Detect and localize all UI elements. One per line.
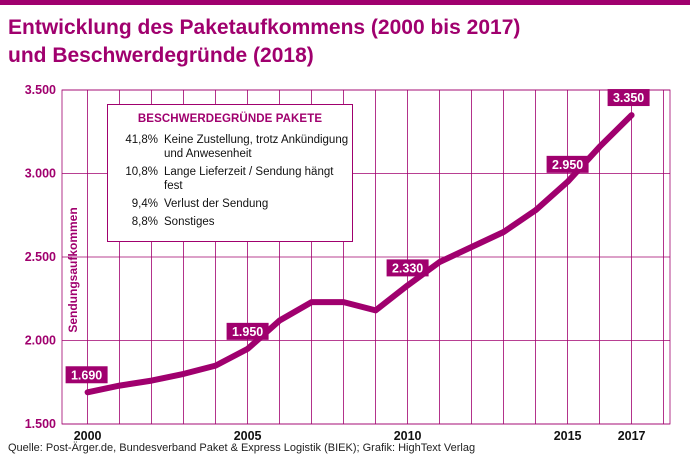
x-tick-label: 2000 [74,429,102,443]
y-tick-label: 3.000 [25,167,56,181]
complaint-percent: 10,8% [125,166,158,178]
data-label-box [546,155,589,173]
complaint-item: 8,8% Sonstiges [108,215,352,229]
data-label: 1.690 [65,366,108,384]
complaint-percent: 9,4% [131,198,158,210]
y-axis-label: Sendungsaufkommen [66,207,80,332]
y-axis-tick-labels: 1.500 2.000 2.500 3.000 3.500 [25,83,56,431]
y-tick-label: 2.500 [25,250,56,264]
data-label-box [226,322,269,340]
complaint-item: 10,8% Lange Lieferzeit / Sendung hängt f… [108,165,352,193]
y-tick-label: 2.000 [25,334,56,348]
data-label-box [65,366,108,384]
chart-title: Entwicklung des Paketaufkommens (2000 bi… [8,14,682,70]
complaint-text: Lange Lieferzeit / Sendung hängt fest [164,166,334,192]
complaint-percent: 41,8% [125,134,158,146]
title-line-2: und Beschwerdegründe (2018) [8,44,314,67]
complaint-box-title: BESCHWERDEGRÜNDE PAKETE [137,113,323,125]
data-label-text: 3.350 [613,91,644,105]
y-tick-label: 3.500 [25,83,56,97]
x-tick-label: 2010 [394,429,422,443]
data-label-box [607,89,650,107]
complaint-text: Verlust der Sendung [164,198,269,210]
data-label-box [386,259,429,277]
plot-frame [61,89,671,425]
data-label-text: 1.690 [71,368,102,382]
series-line [84,112,635,396]
data-label-text: 2.330 [392,261,423,275]
complaint-item: 9,4% Verlust der Sendung [108,197,352,211]
title-line-1: Entwicklung des Paketaufkommens (2000 bi… [8,16,521,39]
y-tick-label: 1.500 [25,417,56,431]
x-tick-label: 2005 [234,429,262,443]
x-axis-tick-labels: 2000 2005 2010 2015 2017 [74,429,646,443]
complaint-reasons-box: BESCHWERDEGRÜNDE PAKETE 41,8% Keine Zust… [107,104,353,242]
complaint-text: Keine Zustellung, trotz Ankündigung und … [164,134,349,160]
top-rule [0,0,690,5]
complaint-text: Sonstiges [164,216,215,228]
data-label: 2.330 [386,259,429,277]
x-tick-label: 2015 [554,429,582,443]
data-labels: 1.690 1.950 2.330 2.950 3.350 [65,89,650,384]
data-label: 3.350 [607,89,650,107]
source-note: Quelle: Post-Ärger.de, Bundesverband Pak… [8,442,476,454]
data-label: 1.950 [226,322,269,340]
complaint-percent: 8,8% [131,216,158,228]
data-label: 2.950 [546,155,589,173]
data-label-text: 1.950 [232,325,263,339]
x-tick-label: 2017 [618,429,646,443]
complaint-item: 41,8% Keine Zustellung, trotz Ankündigun… [108,133,352,161]
data-label-text: 2.950 [552,158,583,172]
